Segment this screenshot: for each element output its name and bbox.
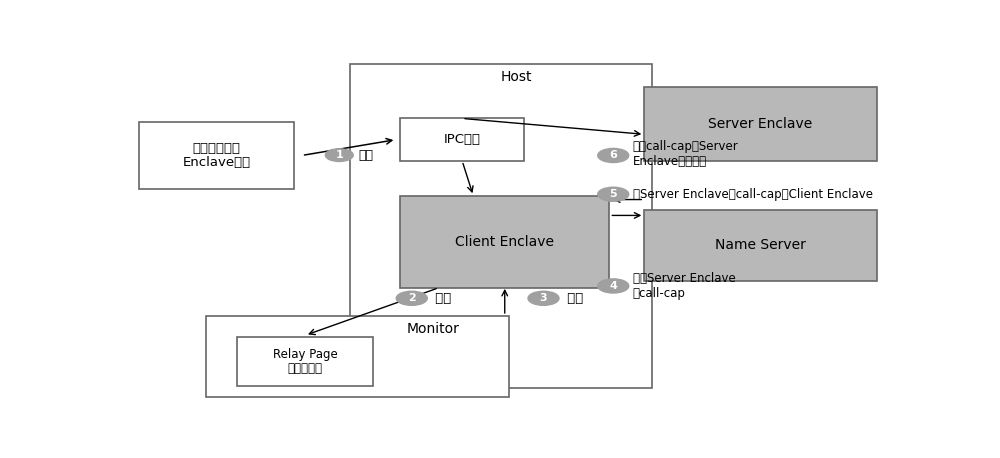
Text: 调度: 调度 xyxy=(563,292,583,305)
Circle shape xyxy=(598,148,629,163)
Text: Client Enclave: Client Enclave xyxy=(455,235,554,249)
Circle shape xyxy=(325,149,353,162)
Circle shape xyxy=(528,291,559,305)
Text: 3: 3 xyxy=(540,293,547,303)
Text: 将Server Enclave的call-cap给Client Enclave: 将Server Enclave的call-cap给Client Enclave xyxy=(633,188,873,201)
Text: 使用call-cap与Server
Enclave建立连接: 使用call-cap与Server Enclave建立连接 xyxy=(633,140,738,168)
Text: 6: 6 xyxy=(609,151,617,160)
Text: 请求Server Enclave
的call-cap: 请求Server Enclave 的call-cap xyxy=(633,272,735,300)
Circle shape xyxy=(598,279,629,293)
Text: 5: 5 xyxy=(609,189,617,199)
Circle shape xyxy=(598,187,629,202)
Bar xyxy=(400,196,609,288)
Bar xyxy=(206,316,509,397)
Text: Relay Page: Relay Page xyxy=(273,348,338,361)
Text: Monitor: Monitor xyxy=(407,322,460,336)
Circle shape xyxy=(396,291,427,305)
Text: IPC调用: IPC调用 xyxy=(444,133,481,146)
Text: Server Enclave: Server Enclave xyxy=(708,117,813,131)
Bar xyxy=(644,87,877,161)
Text: 4: 4 xyxy=(609,281,617,291)
Text: Name Server: Name Server xyxy=(715,239,806,252)
Text: 2: 2 xyxy=(408,293,416,303)
Text: Enclave代码: Enclave代码 xyxy=(182,156,251,169)
Text: 所有权转换: 所有权转换 xyxy=(288,362,323,375)
Bar xyxy=(400,119,524,161)
Bar xyxy=(350,64,652,388)
Text: Host: Host xyxy=(500,70,532,84)
Bar xyxy=(644,210,877,281)
Bar xyxy=(139,122,294,189)
Text: 下陷: 下陷 xyxy=(431,292,451,305)
Text: 1: 1 xyxy=(335,150,343,160)
Text: 开发人员编写: 开发人员编写 xyxy=(192,142,240,155)
Bar xyxy=(237,337,373,387)
Text: 加载: 加载 xyxy=(359,149,374,162)
